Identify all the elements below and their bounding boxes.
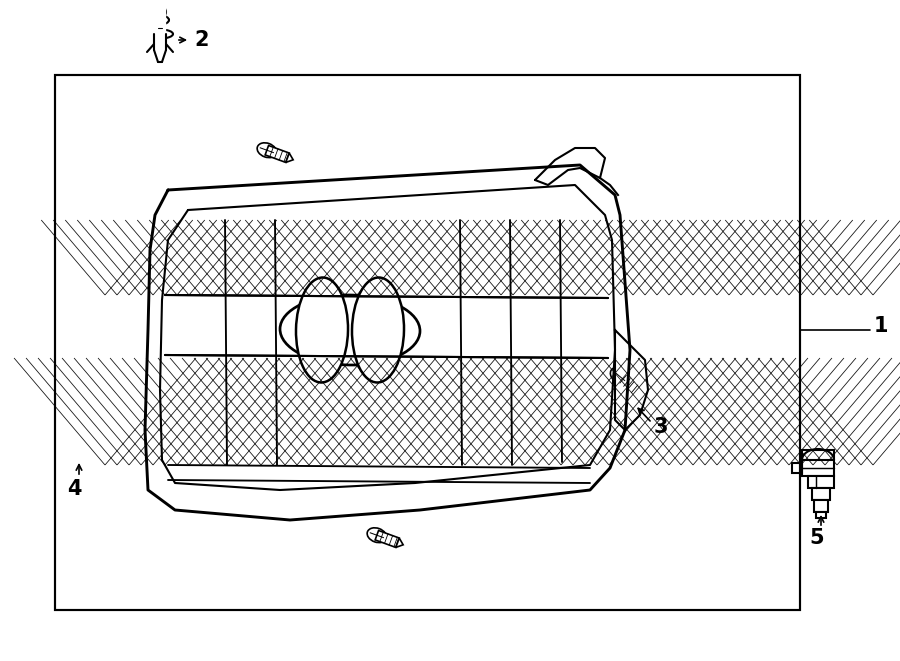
Bar	[802, 460, 834, 476]
Bar	[266, 145, 289, 163]
Bar	[816, 512, 826, 518]
Ellipse shape	[280, 295, 420, 365]
Ellipse shape	[151, 15, 169, 24]
Ellipse shape	[367, 527, 386, 543]
Polygon shape	[0, 0, 165, 661]
Bar	[616, 372, 639, 394]
Ellipse shape	[257, 143, 276, 157]
Ellipse shape	[610, 368, 628, 385]
Text: 4: 4	[67, 479, 82, 499]
Text: 2: 2	[194, 30, 209, 50]
Bar	[55, 75, 800, 610]
Bar	[55, 75, 800, 610]
Polygon shape	[615, 0, 700, 661]
Bar	[808, 476, 834, 488]
Ellipse shape	[352, 278, 404, 383]
Circle shape	[154, 6, 166, 18]
Ellipse shape	[296, 278, 348, 383]
Text: 3: 3	[654, 417, 669, 437]
Polygon shape	[396, 538, 403, 547]
Bar	[814, 500, 828, 512]
Bar	[792, 463, 802, 473]
Circle shape	[45, 405, 105, 465]
Text: 1: 1	[874, 316, 888, 336]
Polygon shape	[286, 153, 293, 163]
Text: 5: 5	[810, 528, 824, 548]
Bar	[812, 488, 830, 500]
Polygon shape	[633, 386, 641, 394]
Bar	[375, 531, 400, 547]
Ellipse shape	[147, 30, 173, 38]
